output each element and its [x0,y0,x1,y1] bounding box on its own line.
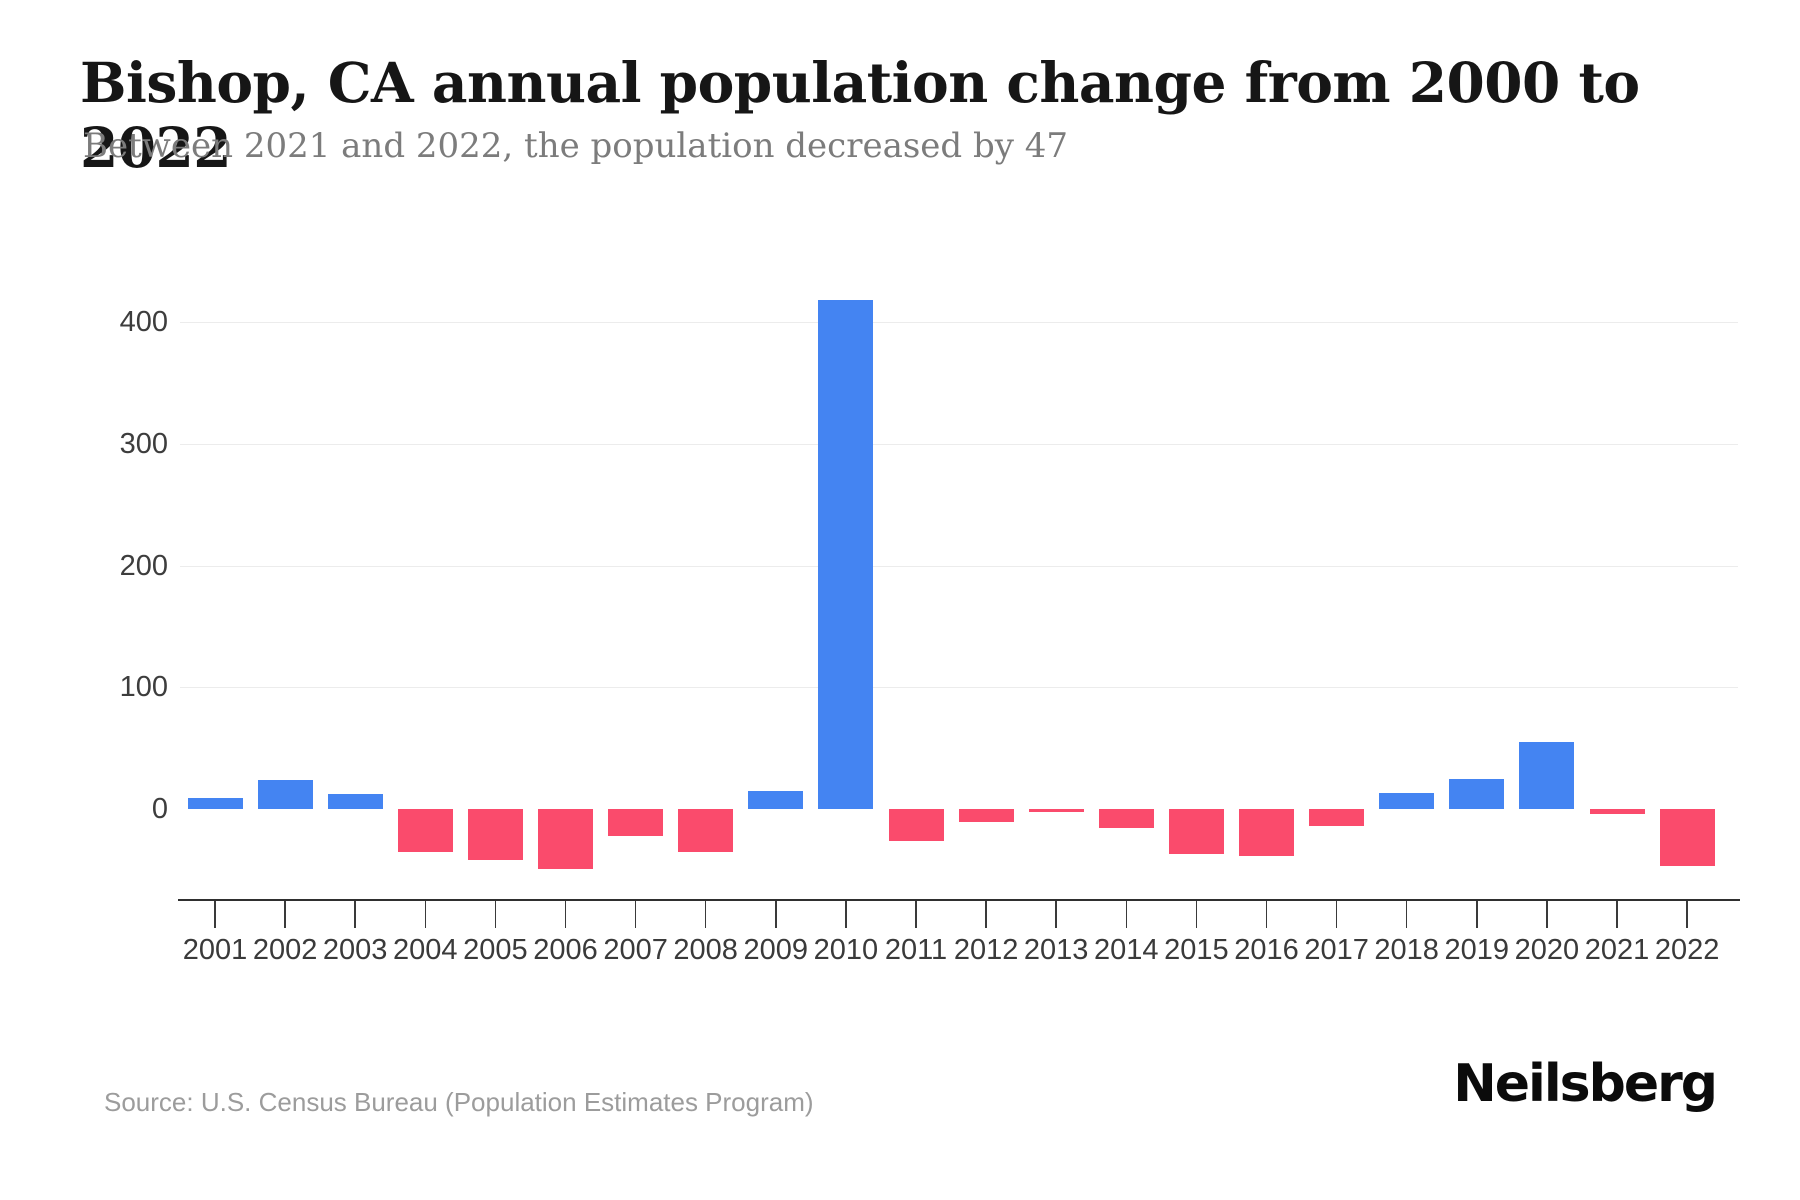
x-axis-tick-2015 [1195,901,1198,928]
bar-2012[interactable] [958,809,1014,823]
gridline-400 [180,322,1738,323]
x-axis-tick-2013 [1055,901,1057,928]
bar-2010[interactable] [818,300,874,809]
x-axis-tick-2010 [845,901,847,928]
x-axis-label-2017: 2017 [1304,934,1369,966]
x-axis-tick-2002 [284,901,286,928]
bar-2015[interactable] [1168,809,1224,855]
chart-subtitle: Between 2021 and 2022, the population de… [83,126,1069,166]
x-axis-tick-2005 [494,901,497,928]
bar-2019[interactable] [1449,778,1505,809]
y-axis-label-300: 300 [119,428,168,460]
x-axis-label-2009: 2009 [743,934,809,966]
bar-2022[interactable] [1659,809,1715,867]
x-axis-label-2018: 2018 [1374,934,1439,966]
y-axis-label-0: 0 [151,793,168,825]
bar-2001[interactable] [187,798,243,809]
x-axis-tick-2012 [985,901,987,928]
x-axis-tick-2011 [915,901,917,928]
bar-2017[interactable] [1309,809,1365,827]
x-axis-label-2011: 2011 [884,934,948,966]
x-axis-tick-2022 [1686,901,1688,928]
bar-2004[interactable] [397,809,453,852]
x-axis-label-2019: 2019 [1444,934,1510,966]
bar-2021[interactable] [1589,809,1645,814]
brand-logo: Neilsberg [1453,1054,1718,1114]
x-axis-tick-2017 [1335,901,1338,928]
x-axis-label-2016: 2016 [1234,934,1299,966]
bar-2018[interactable] [1379,793,1435,809]
x-axis-label-2007: 2007 [603,934,668,966]
x-axis-label-2015: 2015 [1164,934,1229,966]
x-axis-tick-2001 [214,901,216,928]
y-axis-label-100: 100 [119,671,168,703]
x-axis-tick-2008 [704,901,707,928]
bar-2020[interactable] [1519,742,1575,809]
x-axis-label-2006: 2006 [533,934,598,966]
x-axis-label-2002: 2002 [252,934,318,966]
gridline-100 [180,687,1738,688]
bar-2014[interactable] [1098,809,1154,829]
x-axis-tick-2014 [1125,901,1128,928]
x-axis-tick-2018 [1405,901,1408,928]
bar-2006[interactable] [538,809,593,869]
x-axis-label-2014: 2014 [1094,934,1159,966]
x-axis-label-2001: 2001 [182,934,248,966]
bar-2016[interactable] [1239,809,1294,857]
bar-2007[interactable] [608,809,664,836]
x-axis-tick-2007 [634,901,637,928]
x-axis-label-2021: 2021 [1584,934,1650,966]
y-axis-label-200: 200 [119,550,168,582]
gridline-300 [180,444,1738,445]
x-axis-label-2012: 2012 [953,934,1019,966]
bar-2013[interactable] [1028,809,1084,812]
x-axis-tick-2021 [1616,901,1618,928]
bar-2002[interactable] [257,779,313,809]
bar-2011[interactable] [888,809,944,841]
bar-2003[interactable] [327,794,383,809]
x-axis-line [178,899,1740,901]
x-axis-label-2005: 2005 [463,934,528,966]
bar-2008[interactable] [678,809,734,852]
x-axis-tick-2016 [1265,901,1268,928]
x-axis-label-2010: 2010 [813,934,879,966]
source-note: Source: U.S. Census Bureau (Population E… [104,1087,814,1117]
x-axis-label-2020: 2020 [1514,934,1580,966]
x-axis-label-2013: 2013 [1023,934,1089,966]
x-axis-tick-2003 [354,901,356,928]
x-axis-tick-2004 [424,901,427,928]
x-axis-tick-2009 [775,901,777,928]
x-axis-label-2003: 2003 [322,934,388,966]
x-axis-label-2004: 2004 [393,934,458,966]
x-axis-tick-2020 [1546,901,1548,928]
x-axis-tick-2006 [564,901,567,928]
gridline-200 [180,566,1738,567]
bar-2009[interactable] [748,790,804,809]
chart-title: Bishop, CA annual population change from… [80,50,1640,180]
x-axis-label-2008: 2008 [673,934,738,966]
x-axis-label-2022: 2022 [1654,934,1720,966]
y-axis-label-400: 400 [119,306,168,338]
bar-2005[interactable] [467,809,523,861]
x-axis-tick-2019 [1476,901,1478,928]
